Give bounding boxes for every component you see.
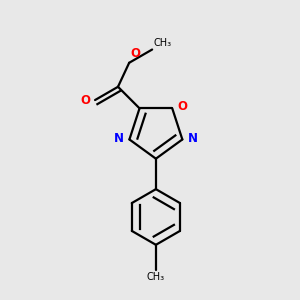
Text: CH₃: CH₃: [154, 38, 172, 48]
Text: CH₃: CH₃: [147, 272, 165, 282]
Text: O: O: [131, 47, 141, 60]
Text: O: O: [81, 94, 91, 106]
Text: O: O: [178, 100, 188, 113]
Text: N: N: [114, 132, 124, 145]
Text: N: N: [188, 132, 198, 145]
